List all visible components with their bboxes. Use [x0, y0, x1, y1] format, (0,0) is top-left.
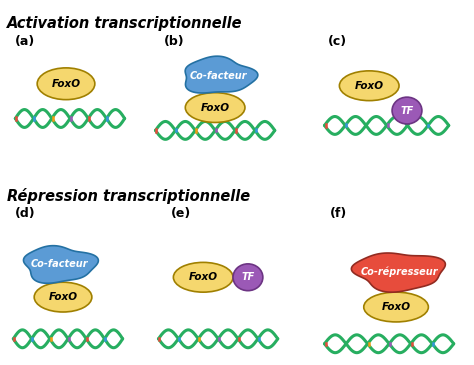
Text: FoxO: FoxO — [189, 272, 218, 282]
Polygon shape — [185, 56, 258, 93]
Ellipse shape — [392, 97, 422, 124]
Text: FoxO: FoxO — [355, 81, 384, 91]
Text: TF: TF — [401, 105, 414, 116]
Text: FoxO: FoxO — [382, 302, 410, 312]
Text: Co-facteur: Co-facteur — [189, 71, 247, 81]
Text: (e): (e) — [170, 207, 191, 220]
Text: Co-facteur: Co-facteur — [30, 260, 88, 269]
Text: (a): (a) — [15, 35, 36, 48]
Text: (b): (b) — [164, 35, 184, 48]
Ellipse shape — [339, 71, 399, 101]
Text: TF: TF — [241, 272, 255, 282]
Text: Co-répresseur: Co-répresseur — [360, 266, 438, 277]
Ellipse shape — [173, 262, 233, 292]
Polygon shape — [351, 253, 446, 292]
Ellipse shape — [37, 68, 95, 100]
Ellipse shape — [233, 264, 263, 291]
Text: Répression transcriptionnelle: Répression transcriptionnelle — [8, 188, 250, 204]
Text: (f): (f) — [329, 207, 346, 220]
Text: Activation transcriptionnelle: Activation transcriptionnelle — [8, 16, 243, 31]
Text: (c): (c) — [328, 35, 346, 48]
Text: FoxO: FoxO — [52, 79, 81, 89]
Text: FoxO: FoxO — [48, 292, 78, 302]
Polygon shape — [24, 246, 99, 283]
Text: FoxO: FoxO — [201, 103, 230, 112]
Ellipse shape — [34, 282, 92, 312]
Ellipse shape — [185, 93, 245, 123]
Text: (d): (d) — [15, 207, 36, 220]
Ellipse shape — [364, 292, 428, 322]
